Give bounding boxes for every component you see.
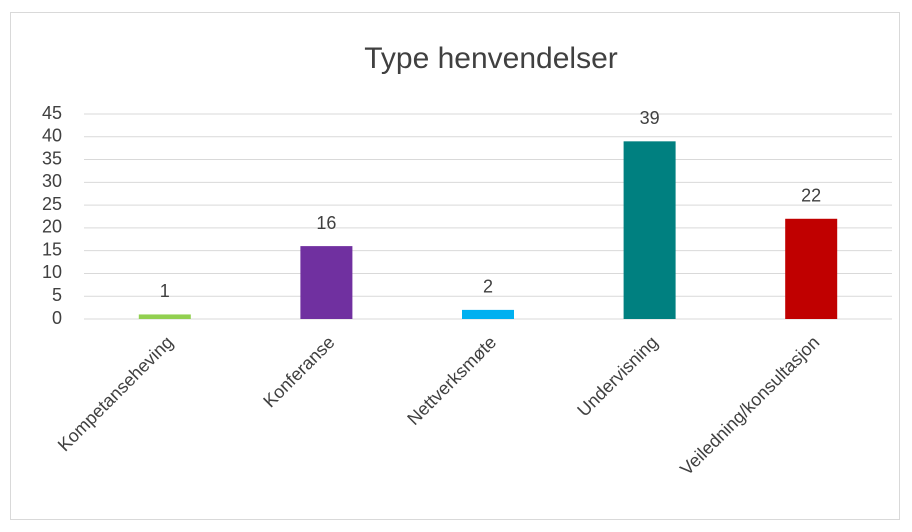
y-tick-label: 0: [52, 308, 62, 328]
y-tick-label: 10: [42, 262, 62, 282]
data-label: 2: [483, 277, 493, 297]
chart-border: [10, 12, 900, 520]
data-label: 1: [160, 281, 170, 301]
y-tick-label: 45: [42, 103, 62, 123]
y-tick-label: 15: [42, 239, 62, 259]
bar: [462, 309, 514, 319]
bar: [138, 314, 191, 319]
y-tick-label: 20: [42, 217, 62, 237]
y-tick-label: 25: [42, 194, 62, 214]
bar: [300, 246, 353, 319]
y-tick-label: 5: [52, 285, 62, 305]
y-tick-label: 35: [42, 148, 62, 168]
data-label: 16: [316, 213, 336, 233]
data-label: 22: [801, 186, 821, 206]
chart-title: Type henvendelser: [364, 42, 618, 75]
bar: [785, 218, 838, 319]
data-label: 39: [640, 108, 660, 128]
bar: [623, 141, 676, 319]
y-tick-label: 40: [42, 126, 62, 146]
y-tick-label: 30: [42, 171, 62, 191]
